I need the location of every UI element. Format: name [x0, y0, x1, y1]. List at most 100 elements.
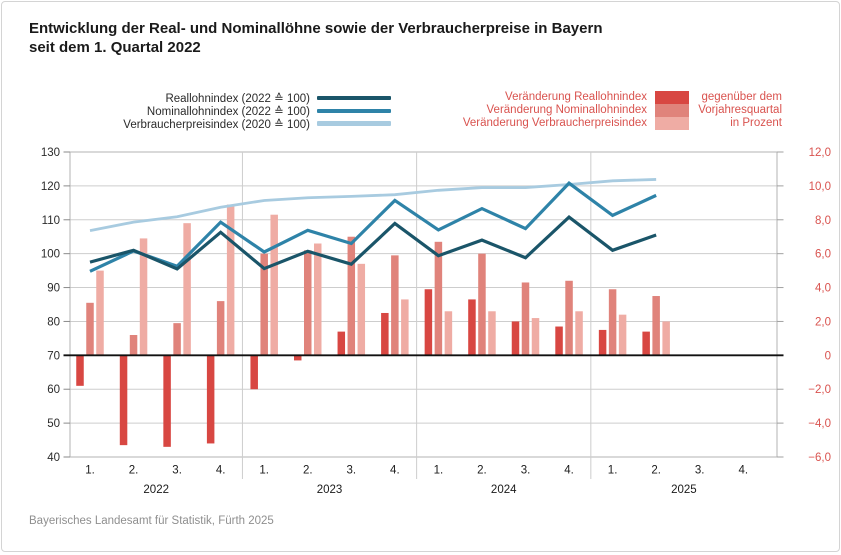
y-left-label: 50: [47, 418, 60, 430]
bar-vpi: [575, 311, 583, 356]
legend-note-line: Vorjahresquartal: [698, 104, 782, 116]
legend-item-reallohnindex: Reallohnindex (2022 ≙ 100): [2, 91, 402, 105]
legend-item-verbraucherpreisindex: Verbraucherpreisindex (2020 ≙ 100): [2, 117, 402, 131]
y-left-label: 70: [47, 350, 60, 362]
x-quarter-label: 2.: [477, 465, 487, 477]
bar-nominal: [608, 289, 617, 356]
x-quarter-label: 1.: [608, 465, 618, 477]
bar-nominal: [173, 323, 181, 356]
x-year-label: 2024: [491, 484, 517, 496]
y-left-label: 80: [47, 316, 60, 328]
bar-real: [206, 355, 215, 444]
legend-note-line: gegenüber dem: [701, 91, 782, 103]
bar-vpi: [314, 243, 322, 356]
legend-line-series: Reallohnindex (2022 ≙ 100) Nominallohnin…: [2, 91, 402, 131]
bar-swatch-real: [655, 91, 689, 104]
bar-nominal: [216, 301, 225, 356]
y-left-label: 40: [47, 452, 60, 464]
x-quarter-label: 1.: [434, 465, 444, 477]
y-left-label: 130: [41, 147, 60, 159]
legend-label: Veränderung Nominallohnindex: [486, 104, 647, 116]
x-year-label: 2023: [317, 484, 343, 496]
bar-vpi: [96, 270, 104, 356]
legend-note-line: in Prozent: [730, 117, 782, 129]
legend-unit-note: gegenüber dem Vorjahresquartal in Prozen…: [689, 91, 782, 130]
bar-real: [119, 355, 128, 446]
x-quarter-label: 4.: [564, 465, 574, 477]
line-nominal: [89, 181, 657, 273]
bar-real: [468, 299, 476, 356]
bar-nominal: [521, 282, 530, 356]
bar-vpi: [662, 321, 670, 356]
bar-vpi: [531, 318, 540, 356]
legend-bar-series: Veränderung Reallohnindex Veränderung No…: [422, 91, 782, 130]
y-right-label: −4,0: [808, 418, 831, 430]
x-year-label: 2025: [671, 484, 697, 496]
x-quarter-label: 3.: [521, 465, 531, 477]
bar-swatch-vpi: [655, 117, 689, 130]
bar-real: [381, 312, 389, 356]
y-right-label: 0: [825, 350, 831, 362]
bar-vpi: [401, 299, 409, 356]
bar-nominal: [129, 335, 138, 356]
bar-real: [294, 355, 302, 361]
bar-real: [250, 355, 258, 390]
bar-vpi: [183, 223, 191, 356]
y-right-label: −6,0: [808, 452, 831, 464]
x-year-label: 2022: [143, 484, 169, 496]
bar-real: [76, 355, 84, 386]
chart-title-line2: seit dem 1. Quartal 2022: [29, 39, 201, 56]
y-right-label: 8,0: [815, 215, 831, 227]
x-quarter-label: 4.: [216, 465, 226, 477]
bar-swatch-nominal: [655, 104, 689, 117]
bar-real: [511, 321, 520, 356]
line-swatch-nominal: [317, 108, 391, 113]
bar-nominal: [260, 253, 268, 356]
y-right-label: −2,0: [808, 384, 831, 396]
legend-label: Veränderung Verbraucherpreisindex: [462, 117, 647, 129]
y-left-label: 90: [47, 283, 60, 295]
x-quarter-label: 1.: [85, 465, 95, 477]
bar-vpi: [618, 314, 627, 356]
x-quarter-label: 3.: [172, 465, 182, 477]
bar-real: [555, 326, 563, 356]
legend-item-nominallohnindex: Nominallohnindex (2022 ≙ 100): [2, 104, 402, 118]
source-note: Bayerisches Landesamt für Statistik, Für…: [29, 515, 274, 527]
legend-bar-swatches: [655, 91, 689, 130]
chart-title-line1: Entwicklung der Real- und Nominallöhne s…: [29, 20, 603, 37]
y-right-label: 4,0: [815, 283, 831, 295]
x-quarter-label: 3.: [347, 465, 357, 477]
bar-vpi: [444, 311, 453, 356]
x-quarter-label: 2.: [651, 465, 661, 477]
line-swatch-vpi: [317, 121, 391, 126]
legend-label: Nominallohnindex (2022 ≙ 100): [146, 105, 310, 118]
y-right-label: 12,0: [809, 147, 831, 159]
x-quarter-label: 2.: [303, 465, 313, 477]
bar-real: [424, 289, 433, 356]
y-left-label: 100: [41, 249, 60, 261]
y-left-label: 60: [47, 384, 60, 396]
bar-nominal: [347, 236, 356, 356]
legend-label: Verbraucherpreisindex (2020 ≙ 100): [123, 118, 310, 131]
x-quarter-label: 3.: [695, 465, 705, 477]
bar-nominal: [86, 302, 94, 356]
bar-real: [163, 355, 171, 447]
y-right-label: 2,0: [815, 316, 831, 328]
bar-vpi: [488, 311, 496, 356]
bar-nominal: [304, 250, 312, 356]
y-left-label: 110: [42, 215, 60, 227]
legend-bar-labels: Veränderung Reallohnindex Veränderung No…: [422, 91, 647, 130]
y-left-label: 120: [41, 181, 60, 193]
combo-chart-plot: 130 120 110 100 90 80 70 60 50 40 12,0 10,0 8,0 6,0 4,…: [41, 147, 831, 496]
bar-nominal: [478, 253, 486, 356]
bar-real: [642, 331, 650, 356]
x-quarter-label: 1.: [259, 465, 269, 477]
legend-label: Veränderung Reallohnindex: [505, 91, 647, 103]
x-quarter-label: 4.: [738, 465, 748, 477]
bar-nominal: [391, 255, 399, 356]
bar-real: [337, 331, 346, 356]
line-real: [89, 214, 657, 271]
y-right-label: 10,0: [809, 181, 831, 193]
bar-nominal: [652, 296, 660, 356]
